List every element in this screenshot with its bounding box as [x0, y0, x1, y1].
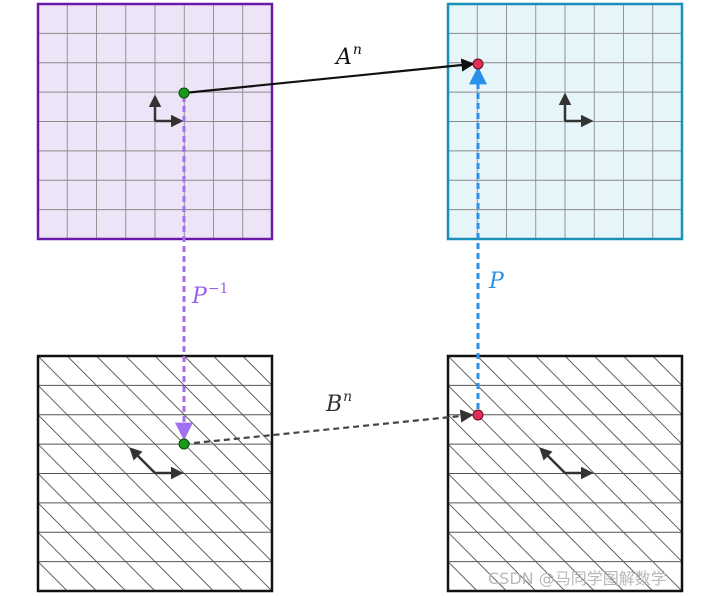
grid-line	[476, 356, 682, 563]
grid-line	[242, 356, 272, 387]
basis-arrows-top-right	[558, 92, 594, 128]
grid-line	[38, 384, 244, 591]
grid-line	[448, 443, 595, 591]
grid-line	[506, 356, 682, 533]
grid-line	[448, 502, 537, 591]
grid-line	[448, 384, 654, 591]
grid-line	[593, 356, 682, 445]
arrow-B-n	[183, 409, 474, 446]
label-P-inverse: P−1	[191, 281, 228, 309]
label-B-n: Bn	[325, 389, 352, 417]
green-point-bottom	[178, 438, 190, 450]
green-point-top	[178, 87, 190, 99]
basis-arrows-bottom-right	[539, 447, 594, 480]
hatched-square-left	[36, 354, 274, 593]
grid-line	[623, 356, 682, 416]
basis-arrows-bottom-left	[129, 447, 184, 480]
grid-line	[154, 356, 272, 475]
grid-line	[564, 356, 682, 475]
grid-line	[38, 443, 185, 591]
grid-line	[213, 356, 272, 416]
grid-line	[535, 356, 682, 504]
grid-line	[38, 414, 214, 591]
grid-line	[183, 356, 272, 445]
purple-grid-square	[36, 2, 274, 241]
grid-line	[681, 356, 682, 357]
grid-line	[66, 356, 272, 563]
red-point-bottom	[472, 409, 484, 421]
grid-line	[125, 356, 272, 504]
grid-line	[448, 472, 566, 591]
grid-line	[448, 414, 624, 591]
grid-line	[38, 502, 127, 591]
grid-line	[96, 356, 272, 533]
grid-line	[38, 590, 39, 591]
grid-line	[38, 472, 156, 591]
basis-arrows-top-left	[148, 94, 184, 128]
label-A-n: An	[334, 42, 362, 70]
red-point-top	[472, 58, 484, 70]
grid-line	[38, 531, 97, 591]
hatched-square-right	[446, 354, 684, 593]
arrow-A-n	[183, 58, 475, 95]
label-P: P	[488, 269, 505, 294]
watermark: CSDN @马同学图解数学	[488, 569, 667, 588]
grid-line	[448, 560, 478, 591]
grid-line	[448, 531, 507, 591]
